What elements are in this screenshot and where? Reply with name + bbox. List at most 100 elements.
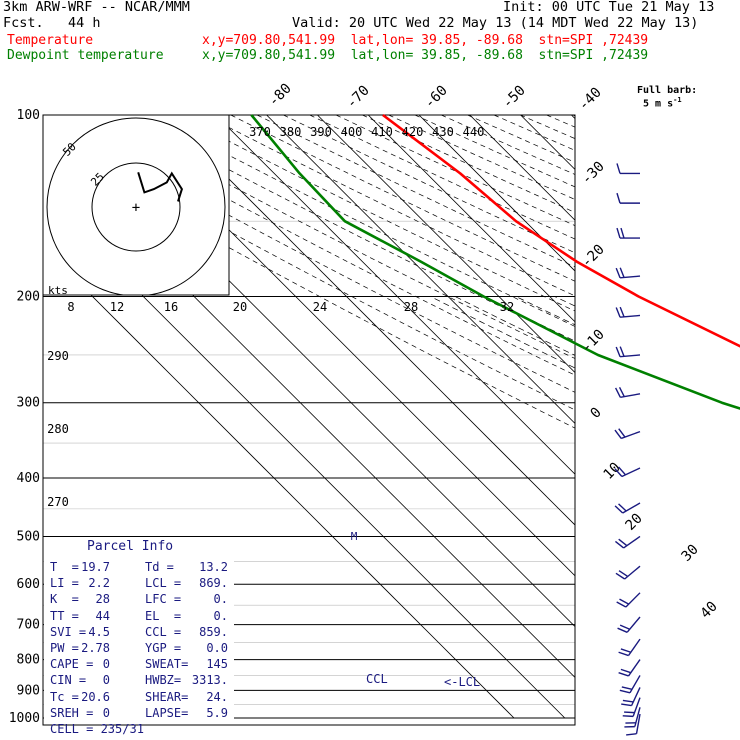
moist-adiabat-line <box>554 296 575 307</box>
hodograph-trace <box>137 171 183 202</box>
dry-adiabat-line <box>99 115 575 359</box>
barb-legend-title: Full barb: <box>637 85 698 96</box>
dewpoint-temperature-profile <box>250 114 740 410</box>
potential-temperature-label: 380 <box>280 125 302 139</box>
dry-adiabat-line <box>283 115 575 254</box>
wind-barb-flag <box>614 540 625 549</box>
dry-adiabat-line <box>493 115 575 151</box>
wind-barb-flag <box>616 192 621 204</box>
wind-barb-flag <box>620 668 632 674</box>
parcel-info-cell: 0.0 <box>206 641 228 655</box>
wind-barb-flag <box>620 648 632 653</box>
isotherm-label: -70 <box>344 83 373 112</box>
isotherm-label: -60 <box>422 83 451 112</box>
wind-barb-flag <box>622 699 634 703</box>
dry-adiabat-line <box>441 115 575 175</box>
dewpoint-field-label: Dewpoint temperature <box>7 48 164 63</box>
parcel-info-cell: 20.6 <box>81 689 110 704</box>
parcel-info-cell: 19.7 <box>81 560 110 574</box>
potential-temperature-label: 270 <box>47 495 69 509</box>
isotherm-line <box>469 115 575 221</box>
parcel-info-cell: K = <box>50 592 79 607</box>
wind-barb-flag <box>618 386 625 397</box>
wind-barb-flag <box>616 601 627 608</box>
parcel-info-cell: 44 <box>95 608 110 623</box>
isotherm-line <box>215 115 575 475</box>
wind-speed-label: 28 <box>404 300 418 314</box>
dry-adiabat-line <box>546 115 575 128</box>
potential-temperature-label: 400 <box>341 125 363 139</box>
isotherm-line <box>622 115 740 718</box>
parcel-info-panel: Parcel Info T = 19.7 Td = 13.2 LI = 2.2 LCL = 8… <box>44 538 234 736</box>
wind-barb-flag <box>614 387 621 398</box>
parcel-info-cell: 145 <box>206 657 228 672</box>
wind-barb-flag <box>614 429 622 439</box>
isotherm-label: 10 <box>601 460 624 483</box>
wind-barb-flag <box>619 267 625 278</box>
wind-barb-flag <box>618 466 627 476</box>
wind-barb-flag <box>618 651 629 657</box>
parcel-info-cell: 13.2 <box>199 560 228 574</box>
moist-adiabat-line <box>430 296 575 369</box>
dry-adiabat-line <box>230 115 575 282</box>
wind-barb-flag <box>624 711 635 714</box>
dry-adiabat-line <box>335 115 575 226</box>
hodograph-ring <box>91 162 181 252</box>
parcel-info-cell: TT = <box>50 608 79 623</box>
isotherm-label: 0 <box>588 405 605 422</box>
isotherm-label: -10 <box>579 327 608 356</box>
moist-adiabat-line <box>720 297 740 719</box>
wind-barb-flag <box>618 503 627 512</box>
parcel-info-cell: 24. <box>206 689 228 704</box>
barb-legend-value: 5 m s-1 <box>643 96 682 110</box>
isotherm-line <box>418 115 575 272</box>
parcel-info-row: CIN = 0 HWBZ= 3313. <box>50 673 230 689</box>
wind-barb-flag <box>619 306 625 318</box>
potential-temperature-label: 410 <box>371 125 393 139</box>
isotherm-line <box>317 115 575 374</box>
wind-barb <box>614 466 641 478</box>
isotherm-line <box>673 115 740 718</box>
parcel-info-row: PW = 2.78 YGP = 0.0 <box>50 641 230 657</box>
wind-speed-label: 20 <box>233 300 247 314</box>
pressure-tick-label: 900 <box>17 683 40 698</box>
wind-barb <box>615 346 641 358</box>
dry-adiabat-line <box>43 142 575 429</box>
wind-barb-flag <box>619 689 631 694</box>
parcel-info-row: TT = 44 EL = 0. <box>50 609 230 625</box>
wind-barb-staff <box>623 535 641 549</box>
wind-barb-flag <box>615 346 621 357</box>
dry-adiabat-line <box>520 115 575 139</box>
parcel-info-cell: SHEAR= <box>145 689 189 704</box>
wind-barb-flag <box>619 598 630 605</box>
init-time: Init: 00 UTC Tue 21 May 13 <box>503 0 715 15</box>
parcel-info-row: T = 19.7 Td = 13.2 <box>50 560 230 576</box>
moist-adiabat-line <box>657 297 740 719</box>
wind-barb-staff <box>627 638 641 656</box>
wind-barb-flag <box>618 672 629 677</box>
parcel-info-cell: LCL = <box>145 576 182 591</box>
parcel-info-cell: 3313. <box>191 673 228 688</box>
wind-barb <box>615 267 641 279</box>
pressure-tick-label: 300 <box>17 396 40 411</box>
wind-barb <box>616 192 640 204</box>
wind-barb-flag <box>615 307 621 318</box>
isotherm-label: 40 <box>698 599 721 622</box>
parcel-info-row: K = 28 LFC = 0. <box>50 592 230 608</box>
wind-barb-staff <box>622 502 641 514</box>
wind-speed-label: 8 <box>67 300 74 314</box>
temperature-field-label: Temperature <box>7 33 94 48</box>
dry-adiabat-line <box>43 127 575 411</box>
wind-barb <box>621 687 641 707</box>
diagram-frame <box>42 114 576 726</box>
isotherm-label: 30 <box>679 542 702 565</box>
parcel-info-cell: EL = <box>145 608 182 623</box>
potential-temperature-label: 290 <box>47 349 69 363</box>
parcel-info-cell: 0. <box>213 608 228 623</box>
wind-barb-flag <box>619 346 625 357</box>
parcel-info-cell: SVI = <box>50 624 87 639</box>
parcel-info-cell: LFC = <box>145 592 182 607</box>
model-title: 3km ARW-WRF -- NCAR/MMM <box>3 0 190 15</box>
wind-barb <box>614 386 641 398</box>
